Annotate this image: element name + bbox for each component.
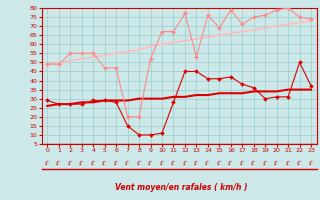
Text: ↶: ↶	[113, 159, 120, 167]
Text: ↶: ↶	[78, 159, 85, 167]
Text: ↶: ↶	[135, 159, 143, 167]
Text: ↶: ↶	[55, 159, 62, 167]
Text: ↶: ↶	[284, 159, 292, 167]
Text: ↶: ↶	[296, 159, 303, 167]
Text: ↶: ↶	[250, 159, 257, 167]
Text: ↶: ↶	[204, 159, 212, 167]
Text: ↶: ↶	[124, 159, 131, 167]
Text: ↶: ↶	[261, 159, 269, 167]
Text: ↶: ↶	[216, 159, 223, 167]
Text: ↶: ↶	[147, 159, 154, 167]
Text: Vent moyen/en rafales ( km/h ): Vent moyen/en rafales ( km/h )	[115, 183, 247, 192]
Text: ↶: ↶	[193, 159, 200, 167]
Text: ↶: ↶	[239, 159, 246, 167]
Text: ↶: ↶	[67, 159, 74, 167]
Text: ↶: ↶	[90, 159, 97, 167]
Text: ↶: ↶	[227, 159, 235, 167]
Text: ↶: ↶	[170, 159, 177, 167]
Text: ↶: ↶	[308, 159, 315, 167]
Text: ↶: ↶	[158, 159, 166, 167]
Text: ↶: ↶	[101, 159, 108, 167]
Text: ↶: ↶	[44, 159, 51, 167]
Text: ↶: ↶	[273, 159, 280, 167]
Text: ↶: ↶	[181, 159, 188, 167]
